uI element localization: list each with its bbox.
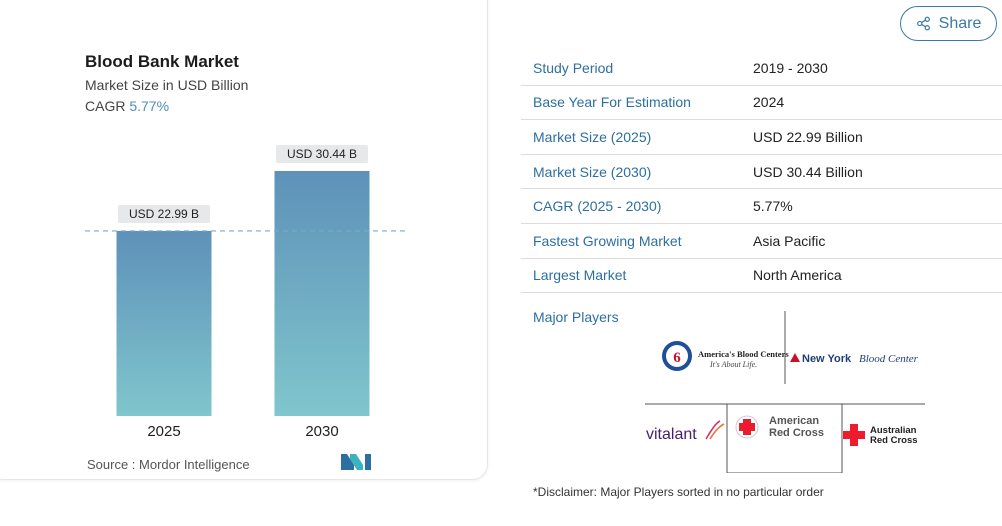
row-value: USD 30.44 Billion <box>753 163 863 180</box>
aus-line2: Red Cross <box>870 435 918 446</box>
cagr-label: CAGR <box>85 98 126 114</box>
bar-2025 <box>116 230 212 416</box>
nybc-italic: Blood Center <box>859 353 919 365</box>
share-label: Share <box>938 14 982 32</box>
svg-text:6: 6 <box>673 350 681 366</box>
mordor-logo-icon <box>341 454 371 470</box>
data-label: USD 30.44 B <box>287 147 357 161</box>
vitalant-logo: vitalant <box>646 420 725 443</box>
arc-line2: Red Cross <box>769 427 824 439</box>
aus-line1: Australian <box>870 425 917 436</box>
row-key: Market Size (2025) <box>533 128 652 145</box>
bar-2030 <box>274 171 370 416</box>
major-players-grid: 6 America's Blood Centers It's About Lif… <box>645 311 925 473</box>
disclaimer-text: *Disclaimer: Major Players sorted in no … <box>533 485 824 499</box>
table-row: Study Period 2019 - 2030 <box>521 51 1002 86</box>
new-york-blood-center-logo: New York Blood Center <box>790 353 919 365</box>
row-value: 2019 - 2030 <box>753 59 828 76</box>
row-key: Fastest Growing Market <box>533 232 682 249</box>
major-players-label: Major Players <box>533 309 619 325</box>
abc-line2: It's About Life. <box>709 360 757 369</box>
row-value: 2024 <box>753 94 785 111</box>
row-key: Largest Market <box>533 267 627 284</box>
nybc-bold: New York <box>802 353 852 365</box>
cagr-value: 5.77% <box>129 98 170 114</box>
table-row: Market Size (2025) USD 22.99 Billion <box>521 120 1002 155</box>
row-key: Market Size (2030) <box>533 163 652 180</box>
table-row: Fastest Growing Market Asia Pacific <box>521 224 1002 259</box>
row-value: USD 22.99 Billion <box>753 128 863 145</box>
row-value: Asia Pacific <box>753 232 826 249</box>
table-row: Market Size (2030) USD 30.44 Billion <box>521 155 1002 190</box>
chart-card <box>0 0 488 480</box>
row-key: Study Period <box>533 59 614 76</box>
share-button[interactable]: Share <box>900 6 997 41</box>
data-label-bg <box>118 204 210 223</box>
americas-blood-centers-logo: 6 America's Blood Centers It's About Lif… <box>662 341 789 371</box>
x-tick-label: 2025 <box>147 423 180 440</box>
vitalant-text: vitalant <box>646 426 697 443</box>
chart-subtitle: Market Size in USD Billion <box>85 77 249 93</box>
share-icon <box>916 16 930 31</box>
x-tick-label: 2030 <box>305 423 338 440</box>
table-row: CAGR (2025 - 2030) 5.77% <box>521 189 1002 224</box>
arc-line1: American <box>769 415 819 427</box>
source-text: Source : Mordor Intelligence <box>87 457 250 472</box>
chart-title: Blood Bank Market <box>85 52 239 71</box>
data-label-bg <box>276 145 368 163</box>
table-row: Base Year For Estimation 2024 <box>521 86 1002 121</box>
table-row: Largest Market North America <box>521 259 1002 294</box>
row-value: North America <box>753 267 842 284</box>
chart-cagr: CAGR 5.77% <box>85 98 169 114</box>
abc-line1: America's Blood Centers <box>698 349 789 359</box>
row-value: 5.77% <box>753 198 793 215</box>
american-red-cross-logo: American Red Cross <box>735 415 824 439</box>
row-key: CAGR (2025 - 2030) <box>533 198 662 215</box>
data-label: USD 22.99 B <box>129 207 199 221</box>
market-info-table: Study Period 2019 - 2030 Base Year For E… <box>521 51 1002 294</box>
australian-red-cross-logo: Australian Red Cross <box>843 424 918 446</box>
row-key: Base Year For Estimation <box>533 94 691 111</box>
bar-chart: USD 22.99 B 2025 USD 30.44 B 2030 <box>85 145 405 440</box>
